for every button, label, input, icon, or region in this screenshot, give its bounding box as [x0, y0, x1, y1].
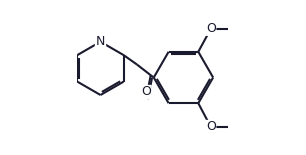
Text: O: O: [206, 120, 216, 133]
Text: N: N: [96, 35, 105, 48]
Text: O: O: [206, 22, 216, 35]
Text: O: O: [141, 85, 151, 98]
